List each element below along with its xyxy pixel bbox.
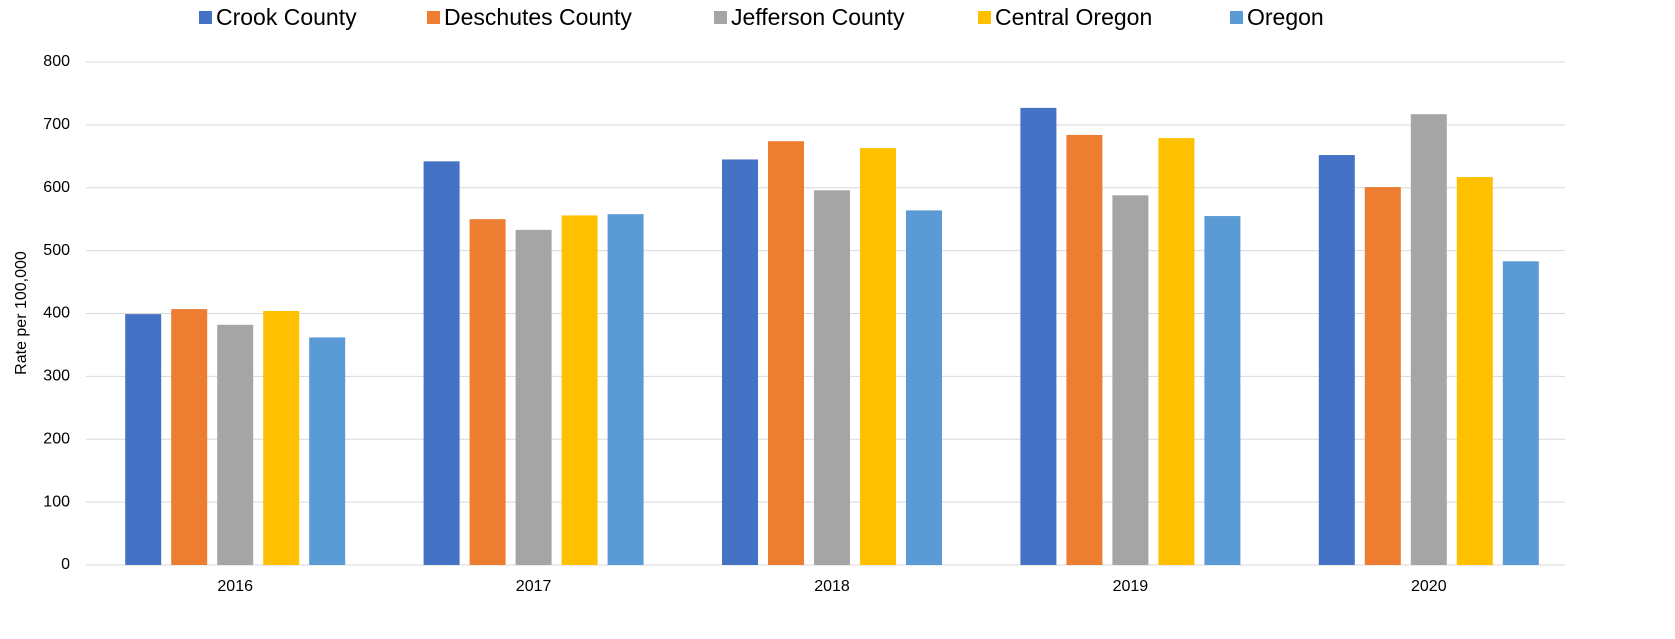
x-tick-label: 2017: [516, 578, 552, 595]
legend-swatch: [978, 11, 991, 24]
legend-label: Central Oregon: [995, 4, 1152, 30]
bar: [906, 210, 942, 565]
bar: [1204, 216, 1241, 565]
bar: [1318, 155, 1355, 565]
bar: [607, 214, 644, 565]
bar: [309, 337, 346, 565]
y-axis-label: Rate per 100,000: [13, 251, 30, 375]
y-tick-label: 400: [43, 305, 70, 322]
bar: [125, 314, 162, 565]
bar: [768, 141, 804, 565]
y-tick-label: 800: [43, 53, 70, 70]
bar: [722, 159, 758, 566]
bar: [1158, 138, 1195, 566]
legend-swatch: [714, 11, 727, 24]
legend-swatch: [199, 11, 212, 24]
legend-label: Crook County: [216, 4, 357, 30]
x-tick-label: 2020: [1411, 578, 1447, 595]
x-tick-label: 2016: [217, 578, 253, 595]
bar: [1456, 177, 1493, 565]
legend-swatch: [1230, 11, 1243, 24]
y-tick-label: 200: [43, 430, 70, 447]
y-tick-label: 300: [43, 368, 70, 385]
bar: [561, 215, 598, 566]
y-tick-label: 600: [43, 179, 70, 196]
bar: [1112, 195, 1149, 566]
bar: [860, 148, 896, 566]
y-tick-label: 500: [43, 242, 70, 259]
legend-label: Jefferson County: [731, 4, 905, 30]
bar: [1066, 134, 1103, 565]
bar: [515, 229, 552, 565]
x-tick-label: 2019: [1113, 578, 1149, 595]
bar: [1410, 114, 1447, 565]
bar: [1364, 187, 1401, 565]
bar: [217, 324, 254, 565]
legend-swatch: [427, 11, 440, 24]
y-tick-label: 700: [43, 116, 70, 133]
legend-label: Deschutes County: [444, 4, 632, 30]
bar: [1502, 261, 1539, 565]
y-tick-label: 0: [61, 556, 70, 573]
x-tick-label: 2018: [814, 578, 850, 595]
legend-label: Oregon: [1247, 4, 1324, 30]
bar: [1020, 107, 1057, 566]
bar: [263, 310, 300, 565]
bar: [171, 309, 208, 565]
y-tick-label: 100: [43, 493, 70, 510]
bar: [423, 161, 460, 565]
bar: [814, 190, 850, 565]
bar: [469, 219, 506, 565]
